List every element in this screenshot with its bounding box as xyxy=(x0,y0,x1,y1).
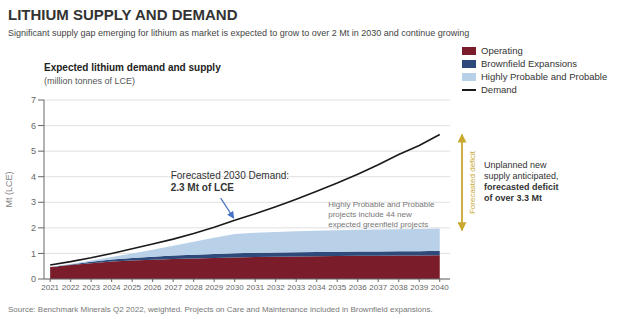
html-text:Forecasted 2030 Demand:: Forecasted 2030 Demand: xyxy=(170,170,290,182)
html-text:Demand: Demand xyxy=(481,84,517,95)
svg-text:2021: 2021 xyxy=(41,283,59,292)
html-text:Brownfield Expansions: Brownfield Expansions xyxy=(481,58,578,69)
svg-text:2024: 2024 xyxy=(103,283,121,292)
svg-text:2: 2 xyxy=(31,223,36,233)
svg-text:2030: 2030 xyxy=(226,283,244,292)
svg-text:2025: 2025 xyxy=(123,283,141,292)
svg-text:2026: 2026 xyxy=(144,283,162,292)
html-text:Unplanned new supply anticipat: Unplanned new supply anticipated, xyxy=(484,160,559,182)
svg-text:2039: 2039 xyxy=(410,283,428,292)
svg-text:Forecasted deficit: Forecasted deficit xyxy=(468,150,477,214)
svg-text:6: 6 xyxy=(31,121,36,131)
svg-text:2036: 2036 xyxy=(349,283,367,292)
html-text:forecasted deficit of over 3.3: forecasted deficit of over 3.3 Mt xyxy=(484,182,559,204)
svg-text:4: 4 xyxy=(31,172,36,182)
html-text:2.3 Mt of LCE: 2.3 Mt of LCE xyxy=(170,182,234,194)
svg-text:2033: 2033 xyxy=(287,283,305,292)
svg-text:0: 0 xyxy=(31,274,36,284)
svg-text:2034: 2034 xyxy=(308,283,326,292)
svg-text:3: 3 xyxy=(31,197,36,207)
html-text:Source: Benchmark Minerals Q2: Source: Benchmark Minerals Q2 2022, weig… xyxy=(8,305,433,314)
svg-text:7: 7 xyxy=(31,95,36,105)
svg-text:2027: 2027 xyxy=(164,283,182,292)
html-text:(million tonnes of LCE): (million tonnes of LCE) xyxy=(44,76,135,86)
svg-text:2023: 2023 xyxy=(82,283,100,292)
svg-text:2037: 2037 xyxy=(369,283,387,292)
svg-text:5: 5 xyxy=(31,146,36,156)
html-text:Expected lithium demand and su: Expected lithium demand and supply xyxy=(44,62,221,73)
svg-text:1: 1 xyxy=(31,249,36,259)
svg-text:2035: 2035 xyxy=(328,283,346,292)
html-text:Significant supply gap emergin: Significant supply gap emerging for lith… xyxy=(8,28,470,38)
svg-text:Mt (LCE): Mt (LCE) xyxy=(4,171,14,207)
svg-text:2022: 2022 xyxy=(62,283,80,292)
html-text:Highly Probable and Probable: Highly Probable and Probable xyxy=(481,71,608,82)
html-text:LITHIUM SUPPLY AND DEMAND: LITHIUM SUPPLY AND DEMAND xyxy=(8,6,238,23)
html-text:Operating: Operating xyxy=(481,45,523,56)
svg-text:2031: 2031 xyxy=(246,283,264,292)
svg-text:2040: 2040 xyxy=(431,283,449,292)
html-text:Highly Probable and Probable p: Highly Probable and Probable projects in… xyxy=(328,200,435,230)
svg-text:2029: 2029 xyxy=(205,283,223,292)
svg-text:2028: 2028 xyxy=(185,283,203,292)
svg-text:2032: 2032 xyxy=(267,283,285,292)
svg-text:2038: 2038 xyxy=(390,283,408,292)
